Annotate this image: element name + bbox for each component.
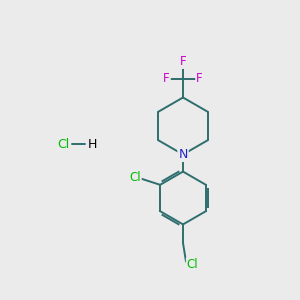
Text: N: N xyxy=(178,148,188,161)
Text: H: H xyxy=(88,137,97,151)
Text: F: F xyxy=(163,72,170,86)
Text: Cl: Cl xyxy=(57,137,69,151)
Text: F: F xyxy=(196,72,203,86)
Text: F: F xyxy=(180,55,186,68)
Text: Cl: Cl xyxy=(187,258,198,271)
Text: Cl: Cl xyxy=(129,171,141,184)
